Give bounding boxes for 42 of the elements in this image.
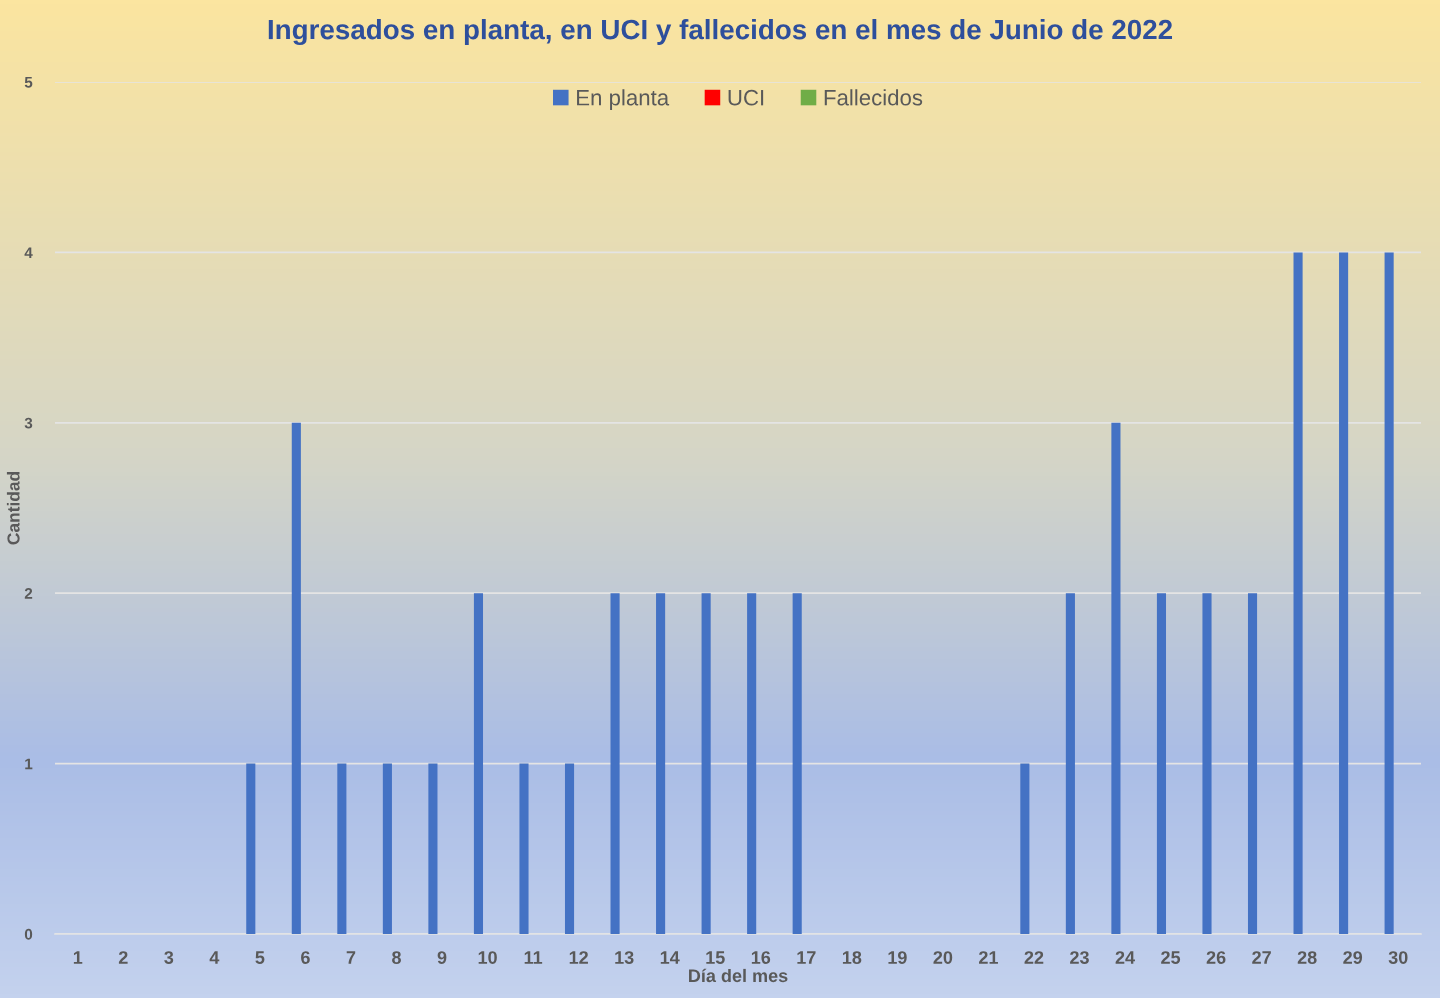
x-tick-label: 16 xyxy=(751,951,771,964)
x-tick-label: 11 xyxy=(524,951,543,964)
x-tick-label: 6 xyxy=(301,951,310,964)
x-tick-label: 22 xyxy=(1024,951,1044,964)
x-tick-label: 15 xyxy=(706,951,725,964)
x-tick-label: 20 xyxy=(933,951,953,964)
y-tick-label: 0 xyxy=(24,928,33,940)
chart-title: Ingresados en planta, en UCI y fallecidos en el mes de Junio de 2022 xyxy=(268,18,1173,46)
y-tick-label: 3 xyxy=(24,417,33,429)
x-tick-label: 7 xyxy=(346,951,356,964)
x-tick-label: 8 xyxy=(392,951,401,964)
y-tick-label: 5 xyxy=(24,77,33,88)
x-tick-label: 5 xyxy=(255,951,265,964)
x-tick-label: 26 xyxy=(1206,951,1226,964)
x-tick-label: 21 xyxy=(979,951,998,964)
x-tick-label: 19 xyxy=(888,951,907,964)
x-tick-label: 30 xyxy=(1388,951,1408,964)
x-tick-label: 18 xyxy=(842,951,862,964)
x-tick-label: 3 xyxy=(164,951,174,964)
x-tick-label: 29 xyxy=(1343,951,1363,964)
x-tick-label: 14 xyxy=(660,951,680,964)
y-axis-title: Cantidad xyxy=(6,472,20,545)
y-tick-label: 2 xyxy=(24,588,33,599)
y-tick-label: 4 xyxy=(24,247,33,258)
legend-label: Fallecidos xyxy=(824,89,923,106)
x-tick-label: 12 xyxy=(569,951,588,964)
x-tick-label: 24 xyxy=(1115,951,1135,964)
x-tick-label: 23 xyxy=(1070,951,1089,964)
legend-label: UCI xyxy=(728,89,764,106)
x-tick-label: 2 xyxy=(118,951,128,964)
x-tick-label: 13 xyxy=(615,951,634,964)
x-tick-label: 4 xyxy=(209,951,220,964)
x-tick-label: 25 xyxy=(1161,951,1181,964)
x-tick-label: 27 xyxy=(1252,951,1271,964)
x-tick-label: 17 xyxy=(797,951,816,964)
x-tick-label: 9 xyxy=(437,951,447,964)
x-axis-title: Día del mes xyxy=(689,968,788,983)
legend-label: En planta xyxy=(577,89,670,110)
x-tick-label: 10 xyxy=(478,951,497,964)
x-tick-label: 1 xyxy=(73,951,83,964)
x-tick-label: 28 xyxy=(1297,951,1317,964)
y-tick-label: 1 xyxy=(25,758,33,770)
